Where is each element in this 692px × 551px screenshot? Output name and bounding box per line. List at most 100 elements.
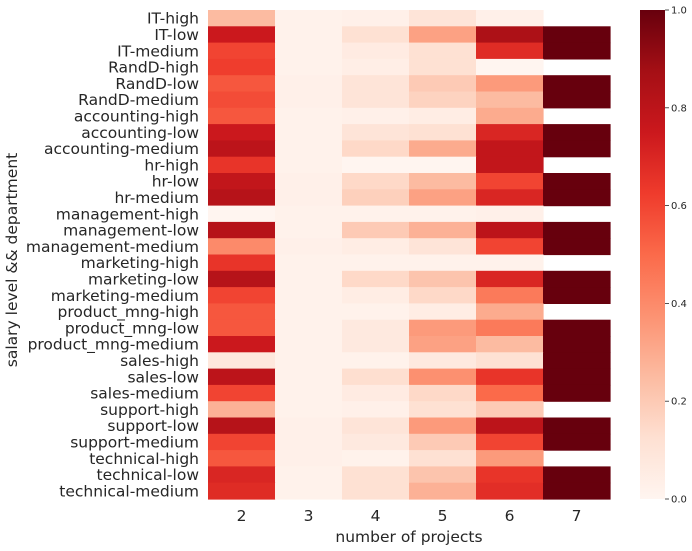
heatmap-cell <box>208 124 276 141</box>
heatmap-cell <box>275 466 343 484</box>
heatmap-cell <box>543 26 611 44</box>
heatmap-cell <box>476 91 544 109</box>
y-tick-label: hr-low <box>152 173 200 191</box>
heatmap-cell <box>208 173 276 190</box>
heatmap-cell <box>342 107 410 125</box>
heatmap-cell <box>342 368 410 386</box>
y-tick-label: IT-high <box>147 10 199 28</box>
heatmap-cell <box>543 91 611 109</box>
heatmap-cell <box>476 75 544 93</box>
heatmap-cell <box>543 287 611 304</box>
x-axis-label: number of projects <box>335 528 482 546</box>
y-tick-label: hr-medium <box>114 189 199 207</box>
heatmap-cell <box>409 466 477 484</box>
heatmap-cell <box>409 433 477 451</box>
heatmap-cell <box>275 75 343 93</box>
heatmap-cell <box>208 140 276 158</box>
heatmap-cell <box>275 238 343 256</box>
y-tick-label: marketing-low <box>88 270 199 288</box>
y-tick-label: IT-low <box>154 26 199 44</box>
heatmap-cell <box>275 450 343 467</box>
heatmap-cell <box>275 26 343 44</box>
heatmap-cell <box>409 58 477 76</box>
heatmap-cell <box>476 254 544 272</box>
heatmap-cell <box>208 466 276 484</box>
y-tick-label: IT-medium <box>117 42 199 60</box>
colorbar-tick-label: 0.4 <box>671 299 687 310</box>
heatmap-cell <box>543 189 611 207</box>
heatmap-cell <box>409 10 477 27</box>
heatmap-cell <box>543 319 611 337</box>
x-tick-label: 3 <box>304 507 314 525</box>
y-tick-label: technical-low <box>97 466 200 484</box>
heatmap-cell <box>342 303 410 321</box>
heatmap-cell <box>543 42 611 60</box>
heatmap-cell <box>208 156 276 174</box>
heatmap-cell <box>543 221 611 239</box>
y-tick-label: accounting-high <box>74 107 199 125</box>
heatmap-cell <box>342 91 410 109</box>
heatmap-cell <box>476 368 544 386</box>
colorbar-tick-label: 1.0 <box>671 6 687 17</box>
x-tick-label: 6 <box>505 507 515 525</box>
heatmap-cell <box>342 221 410 239</box>
heatmap-cell <box>208 336 276 353</box>
heatmap-cell <box>275 173 343 190</box>
y-tick-label: RandD-high <box>108 59 199 77</box>
y-tick-label: product_mng-high <box>57 303 199 322</box>
heatmap-cell <box>409 221 477 239</box>
heatmap-cell <box>543 368 611 386</box>
heatmap-cell <box>342 352 410 370</box>
heatmap-cell <box>409 384 477 402</box>
heatmap-cell <box>409 401 477 419</box>
heatmap-cell <box>275 140 343 158</box>
heatmap-cell <box>208 238 276 256</box>
heatmap-cell <box>409 254 477 272</box>
heatmap-cell <box>275 287 343 304</box>
heatmap-cell <box>342 58 410 76</box>
heatmap-cell <box>208 417 276 435</box>
heatmap-cell <box>208 26 276 44</box>
y-tick-label: accounting-medium <box>44 140 199 158</box>
y-tick-label: management-low <box>63 222 199 240</box>
y-tick-label: hr-high <box>144 156 199 174</box>
heatmap-cell <box>342 254 410 272</box>
y-tick-label: technical-high <box>89 450 199 468</box>
heatmap-cell <box>275 107 343 125</box>
y-tick-label: marketing-medium <box>51 287 199 305</box>
heatmap-cell <box>342 156 410 174</box>
heatmap-cell <box>342 417 410 435</box>
heatmap-cell <box>543 124 611 141</box>
heatmap-cell <box>476 156 544 174</box>
heatmap-cell <box>543 238 611 256</box>
heatmap-cell <box>543 482 611 500</box>
heatmap-cell <box>342 26 410 44</box>
heatmap-cell <box>275 368 343 386</box>
heatmap-cell <box>409 156 477 174</box>
heatmap-cell <box>275 205 343 223</box>
heatmap-cell <box>476 401 544 419</box>
y-tick-label: RandD-low <box>115 75 199 93</box>
heatmap-cell <box>409 450 477 467</box>
heatmap-cell <box>275 401 343 419</box>
heatmap-cell <box>476 466 544 484</box>
heatmap-cell <box>409 124 477 141</box>
y-tick-label: RandD-medium <box>78 91 199 109</box>
heatmap-cell <box>275 319 343 337</box>
heatmap-cell <box>275 482 343 500</box>
heatmap-cell <box>342 205 410 223</box>
x-tick-labels: 2 3 4 5 6 7 <box>237 507 582 525</box>
heatmap-cell <box>342 433 410 451</box>
heatmap-cell <box>208 107 276 125</box>
heatmap-cell <box>476 221 544 239</box>
heatmap-cell <box>409 270 477 288</box>
x-tick-label: 4 <box>371 507 381 525</box>
heatmap-cell <box>342 450 410 467</box>
heatmap-cell <box>476 189 544 207</box>
heatmap-cell <box>342 140 410 158</box>
x-tick-label: 2 <box>237 507 247 525</box>
heatmap-cell <box>543 352 611 370</box>
heatmap-cell <box>476 140 544 158</box>
heatmap-cell <box>208 287 276 304</box>
